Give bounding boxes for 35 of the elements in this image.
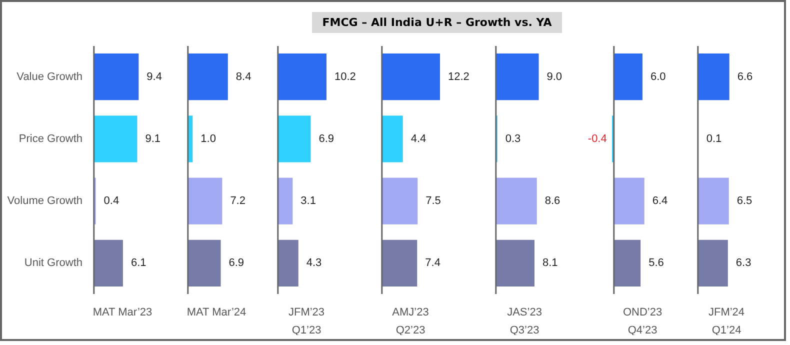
data-label: 5.6 bbox=[648, 257, 664, 270]
data-label: 6.5 bbox=[736, 195, 752, 208]
data-label: 3.1 bbox=[300, 195, 316, 208]
data-label: 6.9 bbox=[318, 132, 334, 145]
data-label: 8.1 bbox=[542, 257, 558, 270]
data-label: 6.1 bbox=[130, 257, 146, 270]
data-label: 4.4 bbox=[410, 132, 426, 145]
data-label: 10.2 bbox=[334, 70, 356, 83]
data-label: 0.3 bbox=[505, 132, 521, 145]
x-axis-title: MAT Mar’23 bbox=[92, 306, 152, 318]
data-label: 4.3 bbox=[306, 257, 322, 270]
data-label: 1.0 bbox=[200, 132, 216, 145]
y-tick-label: Price Growth bbox=[18, 132, 82, 145]
data-label: 9.4 bbox=[146, 70, 162, 83]
data-label: 6.4 bbox=[652, 195, 668, 208]
y-tick-label: Volume Growth bbox=[7, 195, 82, 208]
x-axis-title: MAT Mar’24 bbox=[186, 306, 246, 318]
data-label: 9.0 bbox=[546, 70, 562, 83]
data-label: 7.2 bbox=[230, 195, 246, 208]
data-label: -0.4 bbox=[588, 132, 607, 145]
data-label: 0.4 bbox=[104, 195, 120, 208]
data-label: 8.4 bbox=[236, 70, 252, 83]
data-label: 9.1 bbox=[145, 132, 161, 145]
data-label: 12.2 bbox=[448, 70, 470, 83]
y-tick-label: Value Growth bbox=[16, 70, 82, 83]
y-tick-label: Unit Growth bbox=[24, 257, 82, 270]
data-label: 7.4 bbox=[425, 257, 440, 270]
data-label: 8.6 bbox=[544, 195, 560, 208]
data-label: 6.0 bbox=[650, 70, 666, 83]
data-label: 6.6 bbox=[737, 70, 753, 83]
data-label: 6.9 bbox=[228, 257, 244, 270]
data-label: 7.5 bbox=[426, 195, 441, 208]
data-label: 0.1 bbox=[706, 132, 722, 145]
chart-title: FMCG – All India U+R – Growth vs. YA bbox=[312, 12, 562, 33]
data-label: 6.3 bbox=[736, 257, 752, 270]
